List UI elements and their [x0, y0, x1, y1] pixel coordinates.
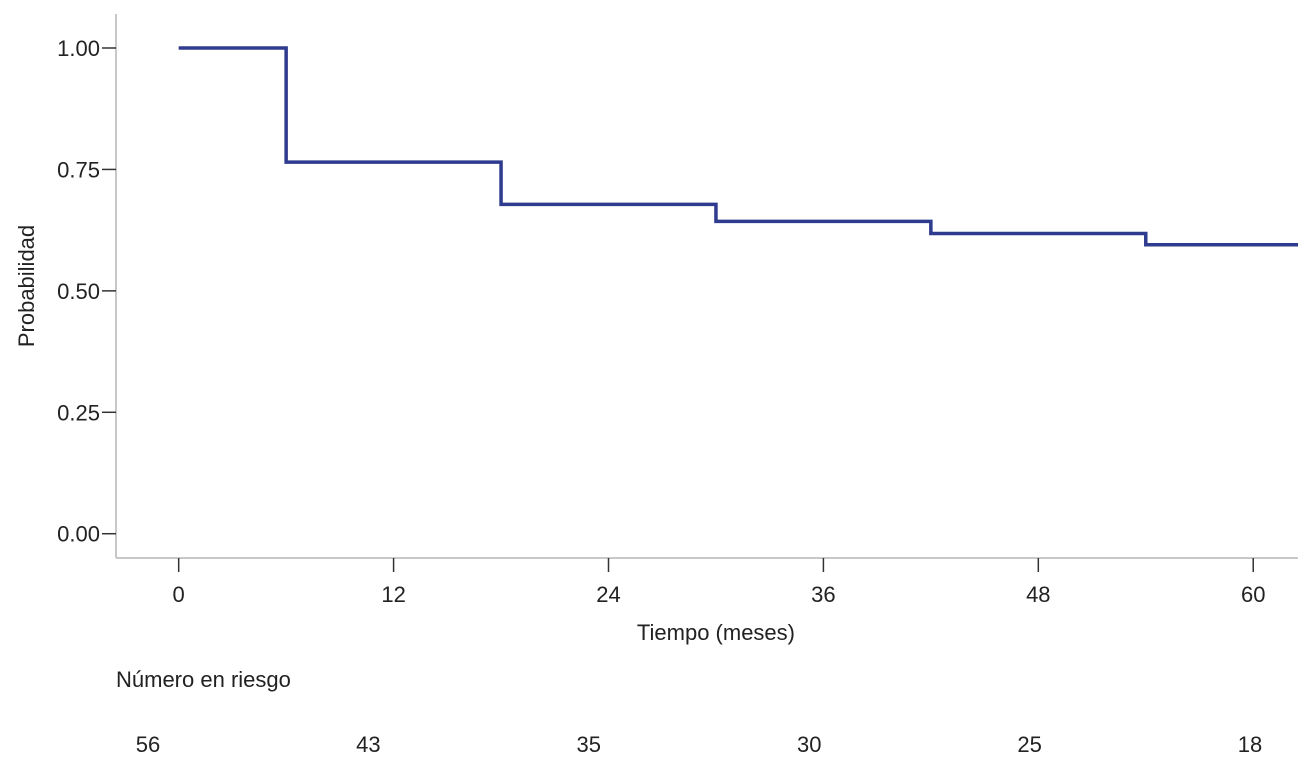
x-tick-label: 36	[811, 582, 835, 607]
y-tick-label: 0.25	[57, 400, 100, 425]
axes	[102, 14, 1298, 572]
risk-table-title: Número en riesgo	[116, 667, 291, 692]
y-tick-label: 0.00	[57, 522, 100, 547]
x-tick-label: 24	[596, 582, 620, 607]
risk-value: 43	[356, 732, 380, 757]
labels-layer: 0.00 0.25 0.50 0.75 1.00 0 12 24 36 48 60 Tiempo (m…	[14, 36, 1265, 645]
series-layer	[178, 46, 1298, 247]
y-tick-label: 1.00	[57, 36, 100, 61]
risk-value: 35	[577, 732, 601, 757]
survival-curve-0	[178, 46, 1298, 247]
risk-value: 56	[136, 732, 160, 757]
risk-value: 30	[797, 732, 821, 757]
y-tick-label: 0.50	[57, 279, 100, 304]
risk-value: 25	[1017, 732, 1041, 757]
y-axis-title: Probabilidad	[14, 225, 39, 347]
y-tick-label: 0.75	[57, 157, 100, 182]
x-tick-label: 0	[173, 582, 185, 607]
x-tick-label: 48	[1026, 582, 1050, 607]
x-axis-title: Tiempo (meses)	[637, 620, 795, 645]
x-tick-label: 60	[1241, 582, 1265, 607]
risk-value: 18	[1238, 732, 1262, 757]
x-tick-label: 12	[381, 582, 405, 607]
risk-table: Número en riesgo 56 43 35 30 25 18	[116, 667, 1262, 757]
